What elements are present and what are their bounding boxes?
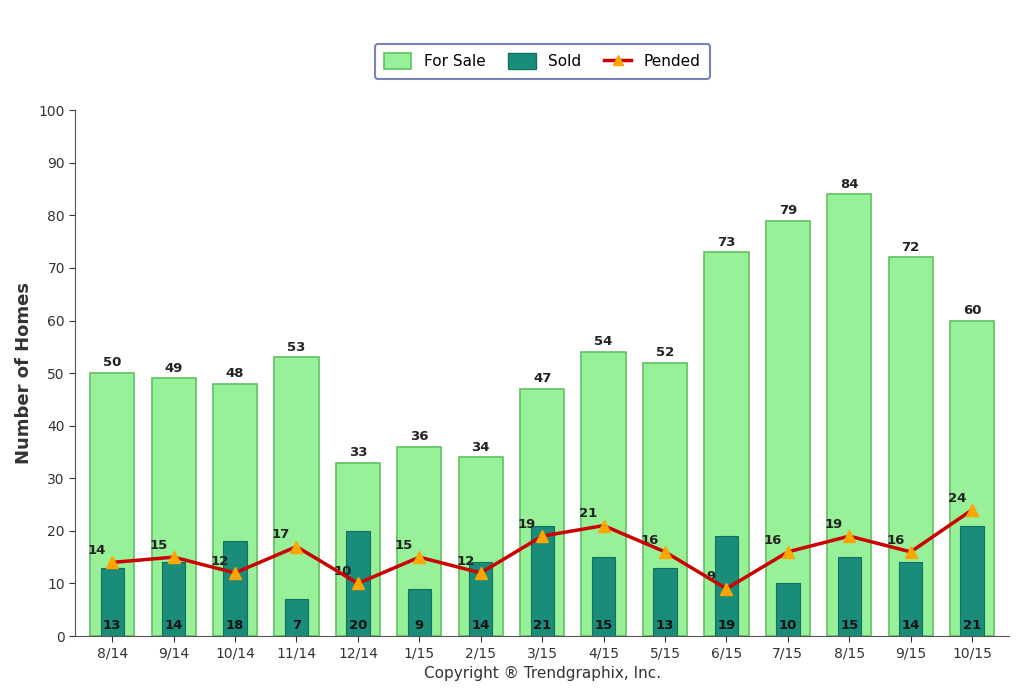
Text: 19: 19: [518, 518, 536, 531]
Text: 52: 52: [656, 346, 674, 359]
Bar: [162, 562, 185, 636]
Bar: [397, 447, 441, 636]
Text: 16: 16: [640, 534, 658, 546]
Bar: [889, 258, 933, 636]
Bar: [653, 568, 677, 636]
Bar: [705, 252, 749, 636]
Text: 36: 36: [410, 430, 429, 443]
Text: 21: 21: [580, 507, 597, 521]
Text: 10: 10: [778, 619, 797, 632]
Text: 19: 19: [824, 518, 843, 531]
Bar: [213, 383, 257, 636]
Text: 24: 24: [947, 491, 966, 505]
Bar: [408, 589, 431, 636]
Text: 54: 54: [594, 335, 612, 349]
Bar: [530, 525, 554, 636]
Text: 47: 47: [532, 372, 551, 385]
Text: 9: 9: [707, 571, 716, 583]
Text: 9: 9: [415, 619, 424, 632]
Bar: [469, 562, 493, 636]
Text: 60: 60: [963, 304, 981, 317]
Y-axis label: Number of Homes: Number of Homes: [15, 282, 33, 464]
Text: 15: 15: [150, 539, 167, 552]
Text: 72: 72: [901, 241, 920, 254]
Bar: [643, 363, 687, 636]
Bar: [827, 194, 871, 636]
Text: 16: 16: [763, 534, 781, 546]
Bar: [90, 373, 134, 636]
Text: 48: 48: [226, 367, 245, 380]
Text: 17: 17: [272, 528, 290, 541]
Bar: [152, 379, 196, 636]
Bar: [582, 352, 626, 636]
Bar: [776, 583, 800, 636]
Bar: [520, 389, 564, 636]
Bar: [961, 525, 984, 636]
Text: 16: 16: [886, 534, 904, 546]
Text: 10: 10: [334, 565, 351, 578]
Bar: [838, 557, 861, 636]
Text: 14: 14: [165, 619, 183, 632]
Text: 7: 7: [292, 619, 301, 632]
Text: 33: 33: [348, 446, 368, 459]
Bar: [459, 457, 503, 636]
Bar: [274, 357, 318, 636]
Text: 15: 15: [395, 539, 413, 552]
Text: 14: 14: [472, 619, 489, 632]
Text: 12: 12: [211, 555, 228, 568]
Bar: [285, 599, 308, 636]
Text: 20: 20: [349, 619, 367, 632]
X-axis label: Copyright ® Trendgraphix, Inc.: Copyright ® Trendgraphix, Inc.: [424, 666, 660, 681]
Text: 19: 19: [718, 619, 735, 632]
Bar: [950, 321, 994, 636]
Text: 73: 73: [717, 235, 735, 248]
Bar: [766, 221, 810, 636]
Text: 34: 34: [471, 441, 490, 454]
Text: 15: 15: [595, 619, 612, 632]
Text: 13: 13: [655, 619, 674, 632]
Bar: [715, 536, 738, 636]
Text: 21: 21: [963, 619, 981, 632]
Text: 50: 50: [103, 356, 122, 370]
Text: 14: 14: [901, 619, 920, 632]
Text: 13: 13: [103, 619, 122, 632]
Text: 14: 14: [88, 544, 106, 557]
Bar: [100, 568, 124, 636]
Text: 21: 21: [534, 619, 551, 632]
Bar: [899, 562, 923, 636]
Text: 18: 18: [226, 619, 245, 632]
Legend: For Sale, Sold, Pended: For Sale, Sold, Pended: [375, 45, 710, 79]
Text: 79: 79: [778, 204, 797, 217]
Bar: [223, 541, 247, 636]
Bar: [346, 531, 370, 636]
Bar: [592, 557, 615, 636]
Text: 53: 53: [288, 340, 305, 354]
Text: 12: 12: [457, 555, 474, 568]
Bar: [336, 463, 380, 636]
Text: 15: 15: [840, 619, 858, 632]
Text: 49: 49: [165, 362, 183, 374]
Text: 84: 84: [840, 177, 858, 191]
